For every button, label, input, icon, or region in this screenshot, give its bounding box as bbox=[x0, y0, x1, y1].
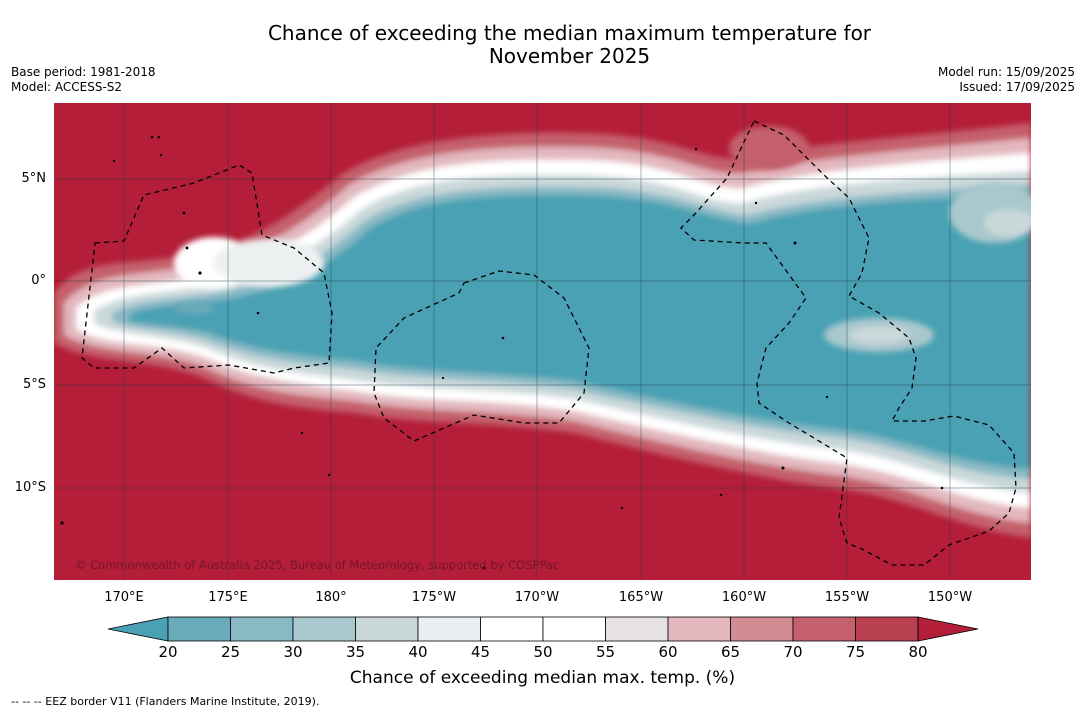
colorbar bbox=[107, 616, 979, 644]
colorbar-bin bbox=[730, 616, 794, 642]
island bbox=[940, 486, 944, 490]
issued-date: Issued: 17/09/2025 bbox=[959, 80, 1075, 94]
colorbar-bin bbox=[230, 616, 294, 642]
colorbar-tick-label: 45 bbox=[470, 643, 491, 661]
colorbar-bin bbox=[292, 616, 356, 642]
colorbar-extend-high bbox=[917, 616, 979, 642]
colorbar-tick-label: 80 bbox=[908, 643, 928, 661]
colorbar-tick-label: 40 bbox=[408, 643, 428, 661]
lon-label-150w: 150°W bbox=[927, 590, 973, 605]
lon-label-160w: 160°W bbox=[721, 590, 767, 605]
colorbar-bin bbox=[480, 616, 544, 642]
eez-kiribati-phoenix bbox=[373, 270, 590, 442]
island bbox=[620, 506, 624, 510]
eez-borders bbox=[81, 120, 1017, 566]
island bbox=[754, 201, 758, 205]
map-title: Chance of exceeding the median maximum t… bbox=[0, 22, 1085, 68]
island bbox=[300, 431, 304, 435]
lon-label-170w: 170°W bbox=[514, 590, 560, 605]
island bbox=[159, 153, 163, 157]
base-period: Base period: 1981-2018 bbox=[11, 65, 156, 79]
meta-left: Base period: 1981-2018 Model: ACCESS-S2 bbox=[11, 65, 156, 95]
island bbox=[719, 493, 723, 497]
copyright-notice: © Commonwealth of Australia 2025, Bureau… bbox=[75, 558, 560, 572]
lon-label-175e: 175°E bbox=[208, 590, 248, 605]
lon-label-165w: 165°W bbox=[618, 590, 664, 605]
lon-label-180: 180° bbox=[315, 590, 347, 605]
island bbox=[825, 395, 829, 399]
colorbar-bin bbox=[355, 616, 419, 642]
lon-label-175w: 175°W bbox=[411, 590, 457, 605]
model-name: Model: ACCESS-S2 bbox=[11, 80, 123, 94]
colorbar-tick-label: 25 bbox=[220, 643, 241, 661]
eez-kiribati-line bbox=[680, 120, 1017, 566]
title-line-1: Chance of exceeding the median maximum t… bbox=[267, 21, 872, 45]
map-area bbox=[54, 103, 1031, 580]
colorbar-bin bbox=[542, 616, 606, 642]
lat-label-0: 0° bbox=[31, 273, 46, 288]
lat-label-5n: 5°N bbox=[21, 171, 47, 186]
colorbar-tick-label: 50 bbox=[533, 643, 553, 661]
title-line-2: November 2025 bbox=[488, 44, 651, 68]
island bbox=[781, 466, 785, 470]
island bbox=[60, 521, 64, 525]
colorbar-bin bbox=[417, 616, 481, 642]
island bbox=[327, 473, 331, 477]
lon-label-155w: 155°W bbox=[824, 590, 870, 605]
island bbox=[157, 135, 161, 139]
colorbar-tick-label: 35 bbox=[345, 643, 366, 661]
colorbar-extend-low bbox=[107, 616, 169, 642]
colorbar-bin bbox=[667, 616, 731, 642]
colorbar-tick-label: 60 bbox=[658, 643, 678, 661]
colorbar-tick-label: 65 bbox=[720, 643, 741, 661]
colorbar-tick-label: 30 bbox=[283, 643, 303, 661]
probability-contours bbox=[54, 123, 1031, 538]
meta-right: Model run: 15/09/2025 Issued: 17/09/2025 bbox=[938, 65, 1075, 95]
colorbar-bin bbox=[792, 616, 856, 642]
colorbar-label-text: Chance of exceeding median max. temp. (%… bbox=[349, 668, 736, 688]
island bbox=[198, 271, 202, 275]
island bbox=[112, 159, 116, 163]
island bbox=[256, 311, 260, 315]
island bbox=[793, 241, 797, 245]
colorbar-tick-label: 75 bbox=[845, 643, 866, 661]
island bbox=[441, 376, 445, 380]
colorbar-bin bbox=[855, 616, 919, 642]
colorbar-bin bbox=[167, 616, 231, 642]
eez-legend-note: -- -- -- EEZ border V11 (Flanders Marine… bbox=[11, 695, 320, 708]
colorbar-svg bbox=[107, 616, 979, 642]
island bbox=[501, 336, 505, 340]
colorbar-tick-label: 70 bbox=[783, 643, 803, 661]
graticule bbox=[54, 103, 1031, 580]
island bbox=[182, 211, 186, 215]
island bbox=[482, 566, 486, 570]
lat-label-5s: 5°S bbox=[22, 377, 46, 392]
colorbar-tick-label: 55 bbox=[595, 643, 616, 661]
map-canvas bbox=[54, 103, 1031, 580]
eez-kiribati-gilbert bbox=[81, 164, 333, 374]
island bbox=[694, 147, 698, 151]
colorbar-bin bbox=[605, 616, 669, 642]
colorbar-label: Chance of exceeding median max. temp. (%… bbox=[0, 668, 1085, 688]
lon-label-170e: 170°E bbox=[104, 590, 144, 605]
model-run: Model run: 15/09/2025 bbox=[937, 65, 1075, 79]
island bbox=[150, 135, 154, 139]
neutral-patches bbox=[174, 126, 1031, 352]
island bbox=[185, 246, 189, 250]
islands bbox=[60, 135, 944, 570]
colorbar-tick-label: 20 bbox=[158, 643, 178, 661]
lat-label-10s: 10°S bbox=[14, 480, 46, 495]
